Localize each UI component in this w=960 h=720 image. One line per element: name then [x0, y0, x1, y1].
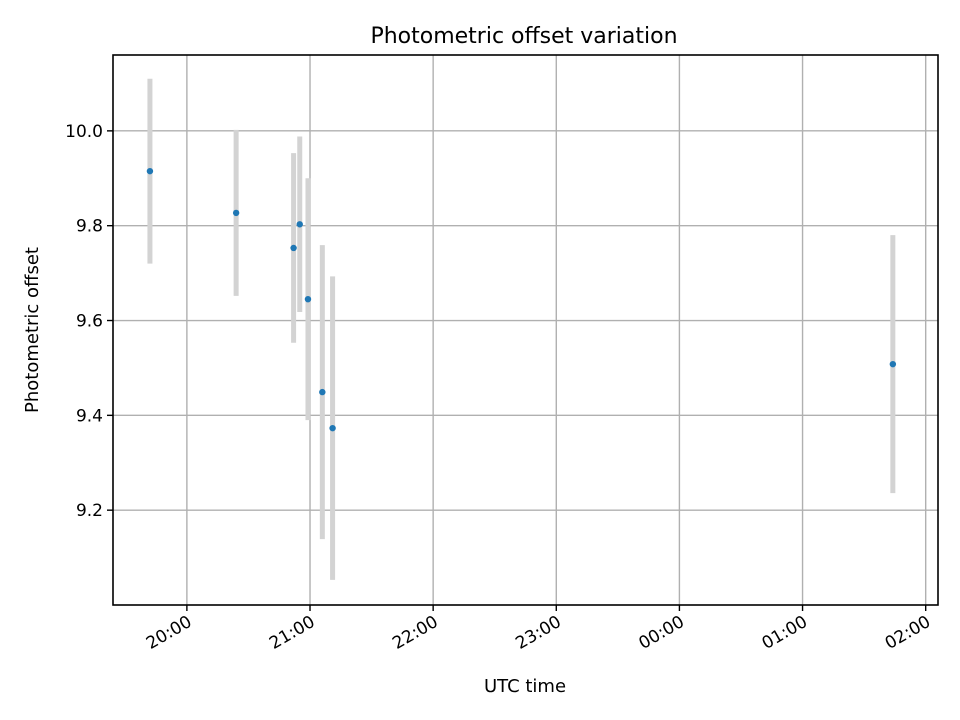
x-tick-label: 23:00 — [512, 612, 564, 654]
data-point — [319, 388, 326, 396]
data-point — [889, 360, 897, 368]
grid — [113, 55, 938, 605]
x-tick-label: 20:00 — [143, 612, 195, 654]
x-tick-label: 22:00 — [389, 612, 441, 654]
y-tick-label: 10.0 — [65, 122, 103, 142]
x-tick-label: 01:00 — [759, 612, 811, 654]
data-point — [290, 244, 297, 252]
data-point — [296, 221, 303, 228]
x-axis: 20:00 21:00 22:00 23:00 00:00 01:00 02:00 — [143, 605, 934, 654]
x-tick-label: 00:00 — [635, 612, 687, 654]
y-axis: 9.2 9.4 9.6 9.8 10.0 — [65, 122, 113, 521]
error-bars — [147, 78, 896, 580]
y-axis-label: Photometric offset — [22, 247, 43, 413]
data-points — [146, 167, 897, 432]
x-tick-label: 21:00 — [266, 612, 318, 654]
x-axis-label: UTC time — [484, 676, 566, 697]
data-point — [232, 209, 240, 217]
data-point — [329, 424, 336, 432]
data-point — [304, 295, 312, 303]
y-tick-label: 9.8 — [76, 217, 103, 237]
data-point — [146, 167, 154, 175]
x-tick-label: 02:00 — [882, 612, 934, 654]
y-tick-label: 9.2 — [76, 501, 103, 521]
chart-title: Photometric offset variation — [370, 24, 677, 49]
y-tick-label: 9.4 — [76, 406, 103, 426]
plot-frame — [112, 54, 939, 606]
y-tick-label: 9.6 — [76, 312, 103, 332]
